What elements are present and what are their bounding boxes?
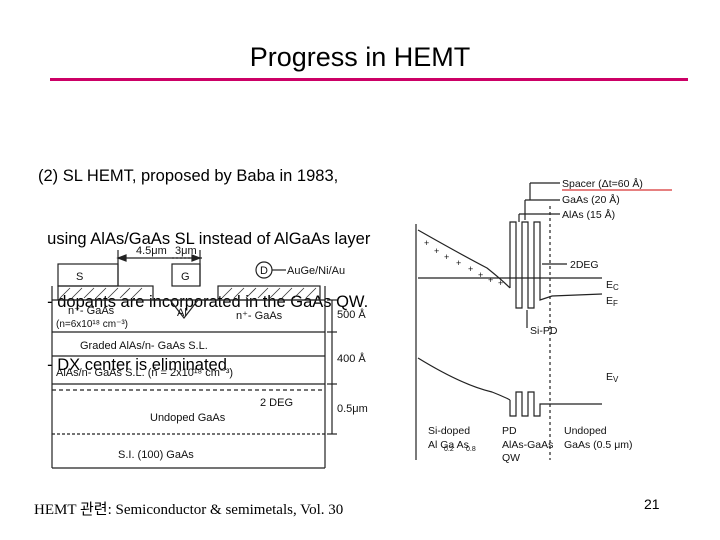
svg-text:+: + bbox=[434, 246, 439, 256]
undoped-band-label-2: GaAs (0.5 μm) bbox=[564, 439, 632, 451]
svg-text:+: + bbox=[488, 275, 493, 285]
ec-label: E bbox=[606, 279, 613, 291]
gaas-20-label: GaAs (20 Å) bbox=[562, 193, 620, 206]
pd-label-3: QW bbox=[502, 452, 520, 464]
slide-body: (2) SL HEMT, proposed by Baba in 1983, u… bbox=[38, 124, 370, 397]
2deg-label: 2DEG bbox=[570, 259, 599, 271]
body-line-2: using AlAs/GaAs SL instead of AlGaAs lay… bbox=[38, 230, 371, 248]
svg-text:+: + bbox=[478, 270, 483, 280]
pd-label-1: PD bbox=[502, 425, 517, 437]
substrate-label: S.I. (100) GaAs bbox=[118, 449, 194, 461]
spacer-label: Spacer (Δt=60 Å) bbox=[562, 177, 643, 190]
body-line-4: - DX center is eliminated bbox=[38, 356, 227, 374]
gate-spacing-label: 4.5μm bbox=[136, 245, 167, 257]
gate-label: G bbox=[181, 271, 190, 283]
graded-sl-label: Graded AlAs/n- GaAs S.L. bbox=[80, 340, 208, 352]
title-underline bbox=[50, 78, 688, 81]
svg-text:+: + bbox=[468, 264, 473, 274]
svg-text:EF: EF bbox=[606, 295, 618, 308]
cap-right-label: n⁺- GaAs bbox=[236, 310, 283, 322]
body-line-1: (2) SL HEMT, proposed by Baba in 1983, bbox=[38, 167, 339, 185]
device-cross-section-figure: 4.5μm 3μm S G D AuGe/Ni/Au Al n⁺- GaAs (… bbox=[51, 245, 368, 469]
alas-15-label: AlAs (15 Å) bbox=[562, 208, 615, 221]
svg-text:+: + bbox=[498, 278, 503, 288]
thickness-sl-label: 400 Å bbox=[337, 352, 366, 365]
drain-label: D bbox=[260, 265, 268, 277]
cap-left-doping-label: (n=6x10¹⁸ cm⁻³) bbox=[56, 319, 128, 330]
svg-text:+: + bbox=[444, 252, 449, 262]
gate-metal-label: Al bbox=[177, 307, 187, 319]
sidoped-label-1: Si-doped bbox=[428, 425, 470, 437]
band-diagram-figure: +++ +++ + + Spacer (Δt=60 Å) GaAs (20 Å) … bbox=[415, 177, 672, 464]
svg-text:EC: EC bbox=[606, 279, 619, 292]
thickness-cap-label: 500 Å bbox=[337, 308, 366, 321]
svg-text:EV: EV bbox=[606, 371, 619, 384]
svg-text:+: + bbox=[424, 238, 429, 248]
channel-label: 2 DEG bbox=[260, 397, 293, 409]
ec-sub-label: C bbox=[613, 283, 619, 292]
slide-title: Progress in HEMT bbox=[249, 42, 471, 72]
thickness-buffer-label: 0.5μm bbox=[337, 403, 368, 415]
page-number: 21 bbox=[644, 496, 660, 512]
contact-metal-label: AuGe/Ni/Au bbox=[287, 265, 345, 277]
sl-label: AlAs/n- GaAs S.L. (n̄ = 2x10¹⁸ cm⁻³) bbox=[56, 366, 233, 379]
source-label: S bbox=[76, 271, 83, 283]
sidoped-label-2: Al Ga As bbox=[428, 439, 469, 451]
ev-sub-label: V bbox=[613, 375, 619, 384]
sidoped-sub1: 0.2 bbox=[444, 446, 454, 453]
ef-label: E bbox=[606, 295, 613, 307]
ev-label: E bbox=[606, 371, 613, 383]
cap-left-label: n⁺- GaAs bbox=[68, 305, 115, 317]
undoped-label: Undoped GaAs bbox=[150, 412, 226, 424]
sidoped-sub2: 0.8 bbox=[466, 446, 476, 453]
pd-label-2: AlAs-GaAs bbox=[502, 439, 553, 451]
sipd-label: Si-PD bbox=[530, 325, 558, 337]
footer-citation: HEMT 관련: Semiconductor & semimetals, Vol… bbox=[34, 502, 344, 518]
svg-text:+: + bbox=[456, 258, 461, 268]
undoped-band-label-1: Undoped bbox=[564, 425, 607, 437]
gate-length-label: 3μm bbox=[175, 245, 197, 257]
ef-sub-label: F bbox=[613, 299, 618, 308]
